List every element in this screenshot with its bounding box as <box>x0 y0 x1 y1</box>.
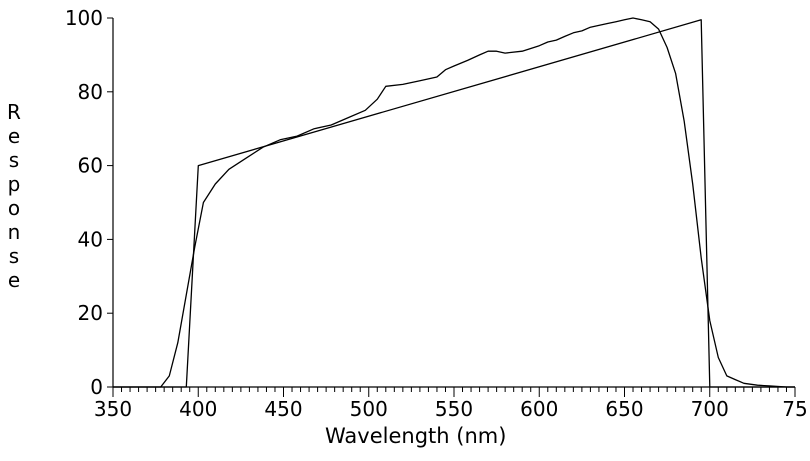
x-tick-label: 550 <box>435 397 473 421</box>
x-tick-label: 500 <box>350 397 388 421</box>
y-tick-label: 0 <box>90 375 103 399</box>
series-line-2 <box>113 19 795 388</box>
x-tick-label: 600 <box>520 397 558 421</box>
y-axis-label-char: n <box>7 220 21 244</box>
series-group <box>113 17 795 388</box>
x-axis-label: Wavelength (nm) <box>325 424 507 448</box>
y-axis-label-char: R <box>7 100 21 124</box>
x-tick-label: 350 <box>94 397 132 421</box>
x-tick-label: 650 <box>605 397 643 421</box>
x-tick-label: 450 <box>264 397 302 421</box>
y-axis-label-char: p <box>7 172 21 196</box>
y-axis-label-char: o <box>7 196 21 220</box>
y-axis-label-char: s <box>8 244 20 268</box>
y-tick-label: 100 <box>65 6 103 30</box>
x-tick-label: 75 <box>782 397 807 421</box>
series-line-1 <box>113 17 795 388</box>
x-tick-label: 700 <box>691 397 729 421</box>
y-axis-label-char: e <box>7 124 21 148</box>
y-axis-label-char: s <box>8 148 20 172</box>
y-tick-label: 40 <box>78 227 103 251</box>
y-axis-label-char: e <box>7 268 21 292</box>
y-tick-label: 20 <box>78 301 103 325</box>
y-tick-label: 60 <box>78 154 103 178</box>
x-tick-label: 400 <box>179 397 217 421</box>
y-tick-label: 80 <box>78 80 103 104</box>
